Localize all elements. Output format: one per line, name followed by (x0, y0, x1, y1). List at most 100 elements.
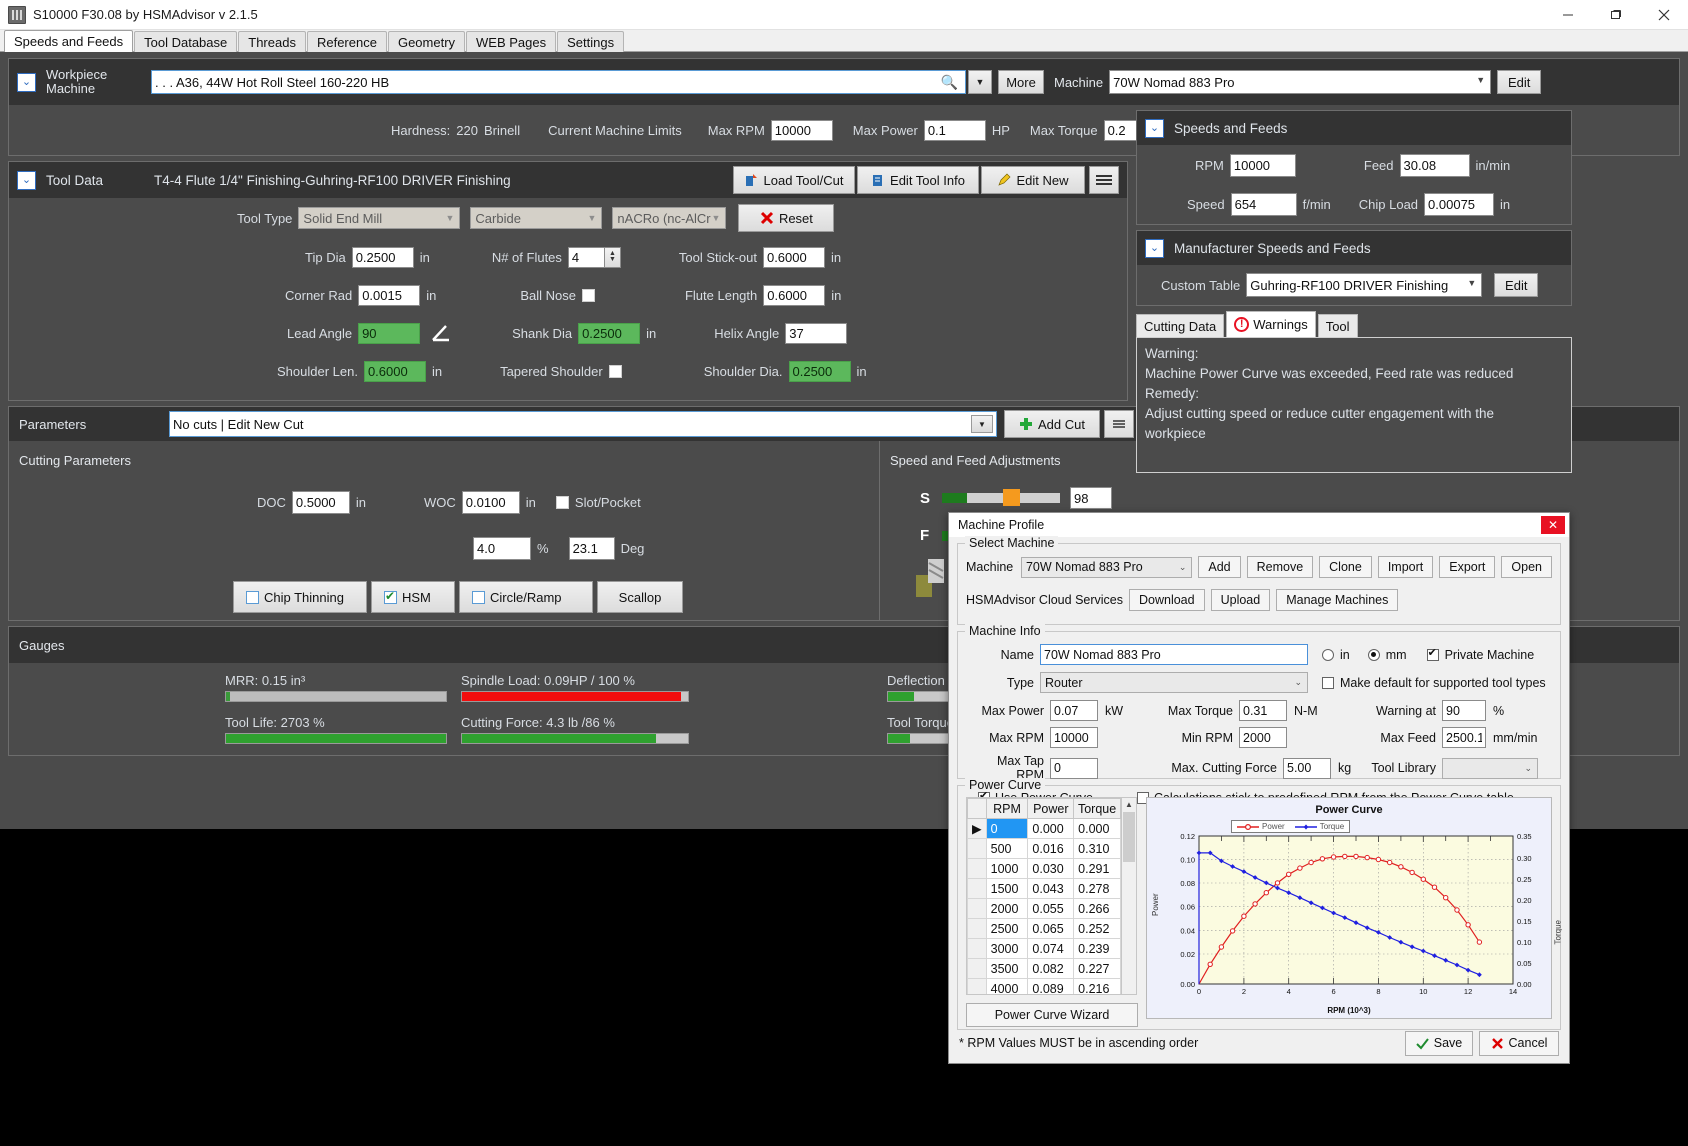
machine-add-button[interactable]: Add (1198, 556, 1241, 578)
shoulder-dia-input[interactable] (788, 360, 851, 382)
manufacturer-expander-icon[interactable]: ⌄ (1145, 238, 1164, 258)
load-tool-cut-button[interactable]: Load Tool/Cut (733, 166, 855, 194)
dlg-max-torque-input[interactable] (1239, 700, 1287, 721)
hsm-checkbox[interactable] (384, 589, 397, 604)
cloud-manage-machines-button[interactable]: Manage Machines (1276, 589, 1399, 611)
tab-threads[interactable]: Threads (238, 31, 306, 52)
woc-input[interactable] (461, 491, 520, 514)
search-icon[interactable]: 🔍 (940, 74, 958, 90)
hsm-toggle[interactable]: HSM (371, 581, 455, 613)
engagement-percent-input[interactable] (473, 537, 531, 560)
max-rpm-input[interactable] (770, 119, 833, 141)
max-tap-rpm-input[interactable] (1050, 757, 1098, 779)
tool-library-select[interactable]: ⌄ (1442, 757, 1538, 779)
cut-select-input[interactable] (169, 411, 997, 437)
corner-rad-input[interactable] (358, 284, 421, 306)
machine-remove-button[interactable]: Remove (1246, 556, 1314, 578)
manufacturer-edit-button[interactable]: Edit (1494, 273, 1539, 297)
chevron-down-icon[interactable]: ▼ (1476, 75, 1486, 85)
machine-name-input[interactable] (1040, 644, 1308, 665)
table-row[interactable]: 2500 0.065 0.252 (967, 918, 1121, 939)
speed-input[interactable] (1230, 192, 1297, 216)
scallop-button[interactable]: Scallop (597, 581, 683, 613)
machine-export-button[interactable]: Export (1439, 556, 1496, 578)
table-row[interactable]: 3000 0.074 0.239 (967, 938, 1121, 959)
table-row[interactable]: 2000 0.055 0.266 (967, 898, 1121, 919)
tab-reference[interactable]: Reference (306, 31, 387, 52)
dlg-max-power-input[interactable] (1050, 700, 1098, 721)
slot-pocket-checkbox[interactable] (555, 496, 569, 509)
ball-nose-checkbox[interactable] (581, 288, 595, 302)
dlg-min-rpm-input[interactable] (1239, 727, 1287, 748)
feed-input[interactable] (1399, 153, 1470, 177)
doc-input[interactable] (291, 491, 350, 514)
speed-slider-knob[interactable] (1003, 489, 1020, 506)
circle-ramp-toggle[interactable]: Circle/Ramp (459, 581, 593, 613)
material-search-input[interactable] (151, 70, 966, 94)
power-curve-scrollbar[interactable]: ▲ (1122, 797, 1137, 995)
dialog-save-button[interactable]: Save (1405, 1030, 1473, 1056)
engagement-degrees-input[interactable] (568, 537, 615, 560)
machine-import-button[interactable]: Import (1377, 556, 1434, 578)
chip-thinning-toggle[interactable]: Chip Thinning (233, 581, 367, 613)
add-cut-button[interactable]: Add Cut (1004, 410, 1100, 438)
stickout-input[interactable] (762, 246, 825, 268)
warning-at-input[interactable] (1442, 700, 1486, 721)
chevron-down-icon[interactable]: ▼ (1467, 278, 1477, 288)
more-button[interactable]: More (998, 70, 1044, 94)
minimize-button[interactable] (1544, 0, 1592, 30)
tab-tool[interactable]: Tool (1317, 314, 1358, 337)
unit-mm-radio[interactable] (1367, 648, 1380, 661)
table-row[interactable]: ▶ 0 0.000 0.000 (967, 818, 1121, 839)
speed-adjust-slider[interactable] (942, 489, 1060, 506)
dlg-max-rpm-input[interactable] (1050, 727, 1098, 748)
custom-table-combobox[interactable] (1246, 273, 1483, 297)
shank-dia-input[interactable] (578, 322, 641, 344)
tab-warnings[interactable]: ! Warnings (1226, 311, 1316, 337)
tab-speeds-and-feeds[interactable]: Speeds and Feeds (4, 30, 134, 52)
scroll-thumb[interactable] (1123, 812, 1135, 862)
dialog-close-button[interactable]: ✕ (1541, 516, 1565, 534)
tool-data-expander-icon[interactable]: ⌄ (17, 170, 36, 190)
cloud-download-button[interactable]: Download (1129, 589, 1205, 611)
speeds-feeds-expander-icon[interactable]: ⌄ (1145, 118, 1164, 138)
tab-cutting-data[interactable]: Cutting Data (1136, 314, 1225, 337)
flute-length-input[interactable] (763, 284, 826, 306)
material-dropdown-button[interactable]: ▼ (968, 70, 992, 94)
machine-open-button[interactable]: Open (1501, 556, 1552, 578)
machine-combobox[interactable] (1109, 70, 1492, 94)
circle-ramp-checkbox[interactable] (472, 590, 485, 604)
close-button[interactable] (1640, 0, 1688, 30)
table-row[interactable]: 3500 0.082 0.227 (967, 958, 1121, 979)
lead-angle-input[interactable] (358, 322, 421, 344)
tab-web-pages[interactable]: WEB Pages (466, 31, 557, 52)
dialog-cancel-button[interactable]: Cancel (1479, 1030, 1559, 1056)
maximize-button[interactable] (1592, 0, 1640, 30)
machine-type-select[interactable]: Router ⌄ (1040, 672, 1308, 693)
tool-type-select[interactable]: Solid End Mill ▼ (298, 207, 461, 229)
max-power-input[interactable] (923, 119, 986, 141)
table-row[interactable]: 1000 0.030 0.291 (967, 858, 1121, 879)
power-curve-table[interactable]: RPM Power Torque ▶ 0 0.000 0.000 500 0.016 0.… (967, 798, 1121, 994)
make-default-checkbox[interactable] (1322, 676, 1334, 689)
speed-adjust-value[interactable] (1070, 487, 1112, 509)
reset-button[interactable]: Reset (738, 204, 835, 232)
chevron-down-icon[interactable]: ▼ (971, 415, 993, 433)
tool-data-menu-button[interactable] (1089, 166, 1119, 194)
machine-edit-button[interactable]: Edit (1497, 70, 1542, 94)
main-tabstrip[interactable]: Speeds and Feeds Tool Database Threads R… (0, 30, 1688, 52)
parameters-menu-button[interactable] (1104, 410, 1134, 438)
scroll-up-arrow[interactable]: ▲ (1122, 798, 1136, 811)
shoulder-len-input[interactable] (363, 360, 426, 382)
tool-coating-select[interactable]: nACRo (nc-AlCr ▼ (612, 207, 727, 229)
private-machine-checkbox[interactable] (1426, 646, 1439, 661)
edit-new-button[interactable]: Edit New (981, 166, 1085, 194)
flutes-input[interactable] (567, 246, 604, 268)
rpm-input[interactable] (1229, 153, 1296, 177)
tapered-shoulder-checkbox[interactable] (608, 364, 622, 378)
helix-angle-input[interactable] (785, 322, 848, 344)
tab-geometry[interactable]: Geometry (387, 31, 466, 52)
edit-tool-info-button[interactable]: Edit Tool Info (857, 166, 979, 194)
tab-settings[interactable]: Settings (557, 31, 625, 52)
table-row[interactable]: 1500 0.043 0.278 (967, 878, 1121, 899)
